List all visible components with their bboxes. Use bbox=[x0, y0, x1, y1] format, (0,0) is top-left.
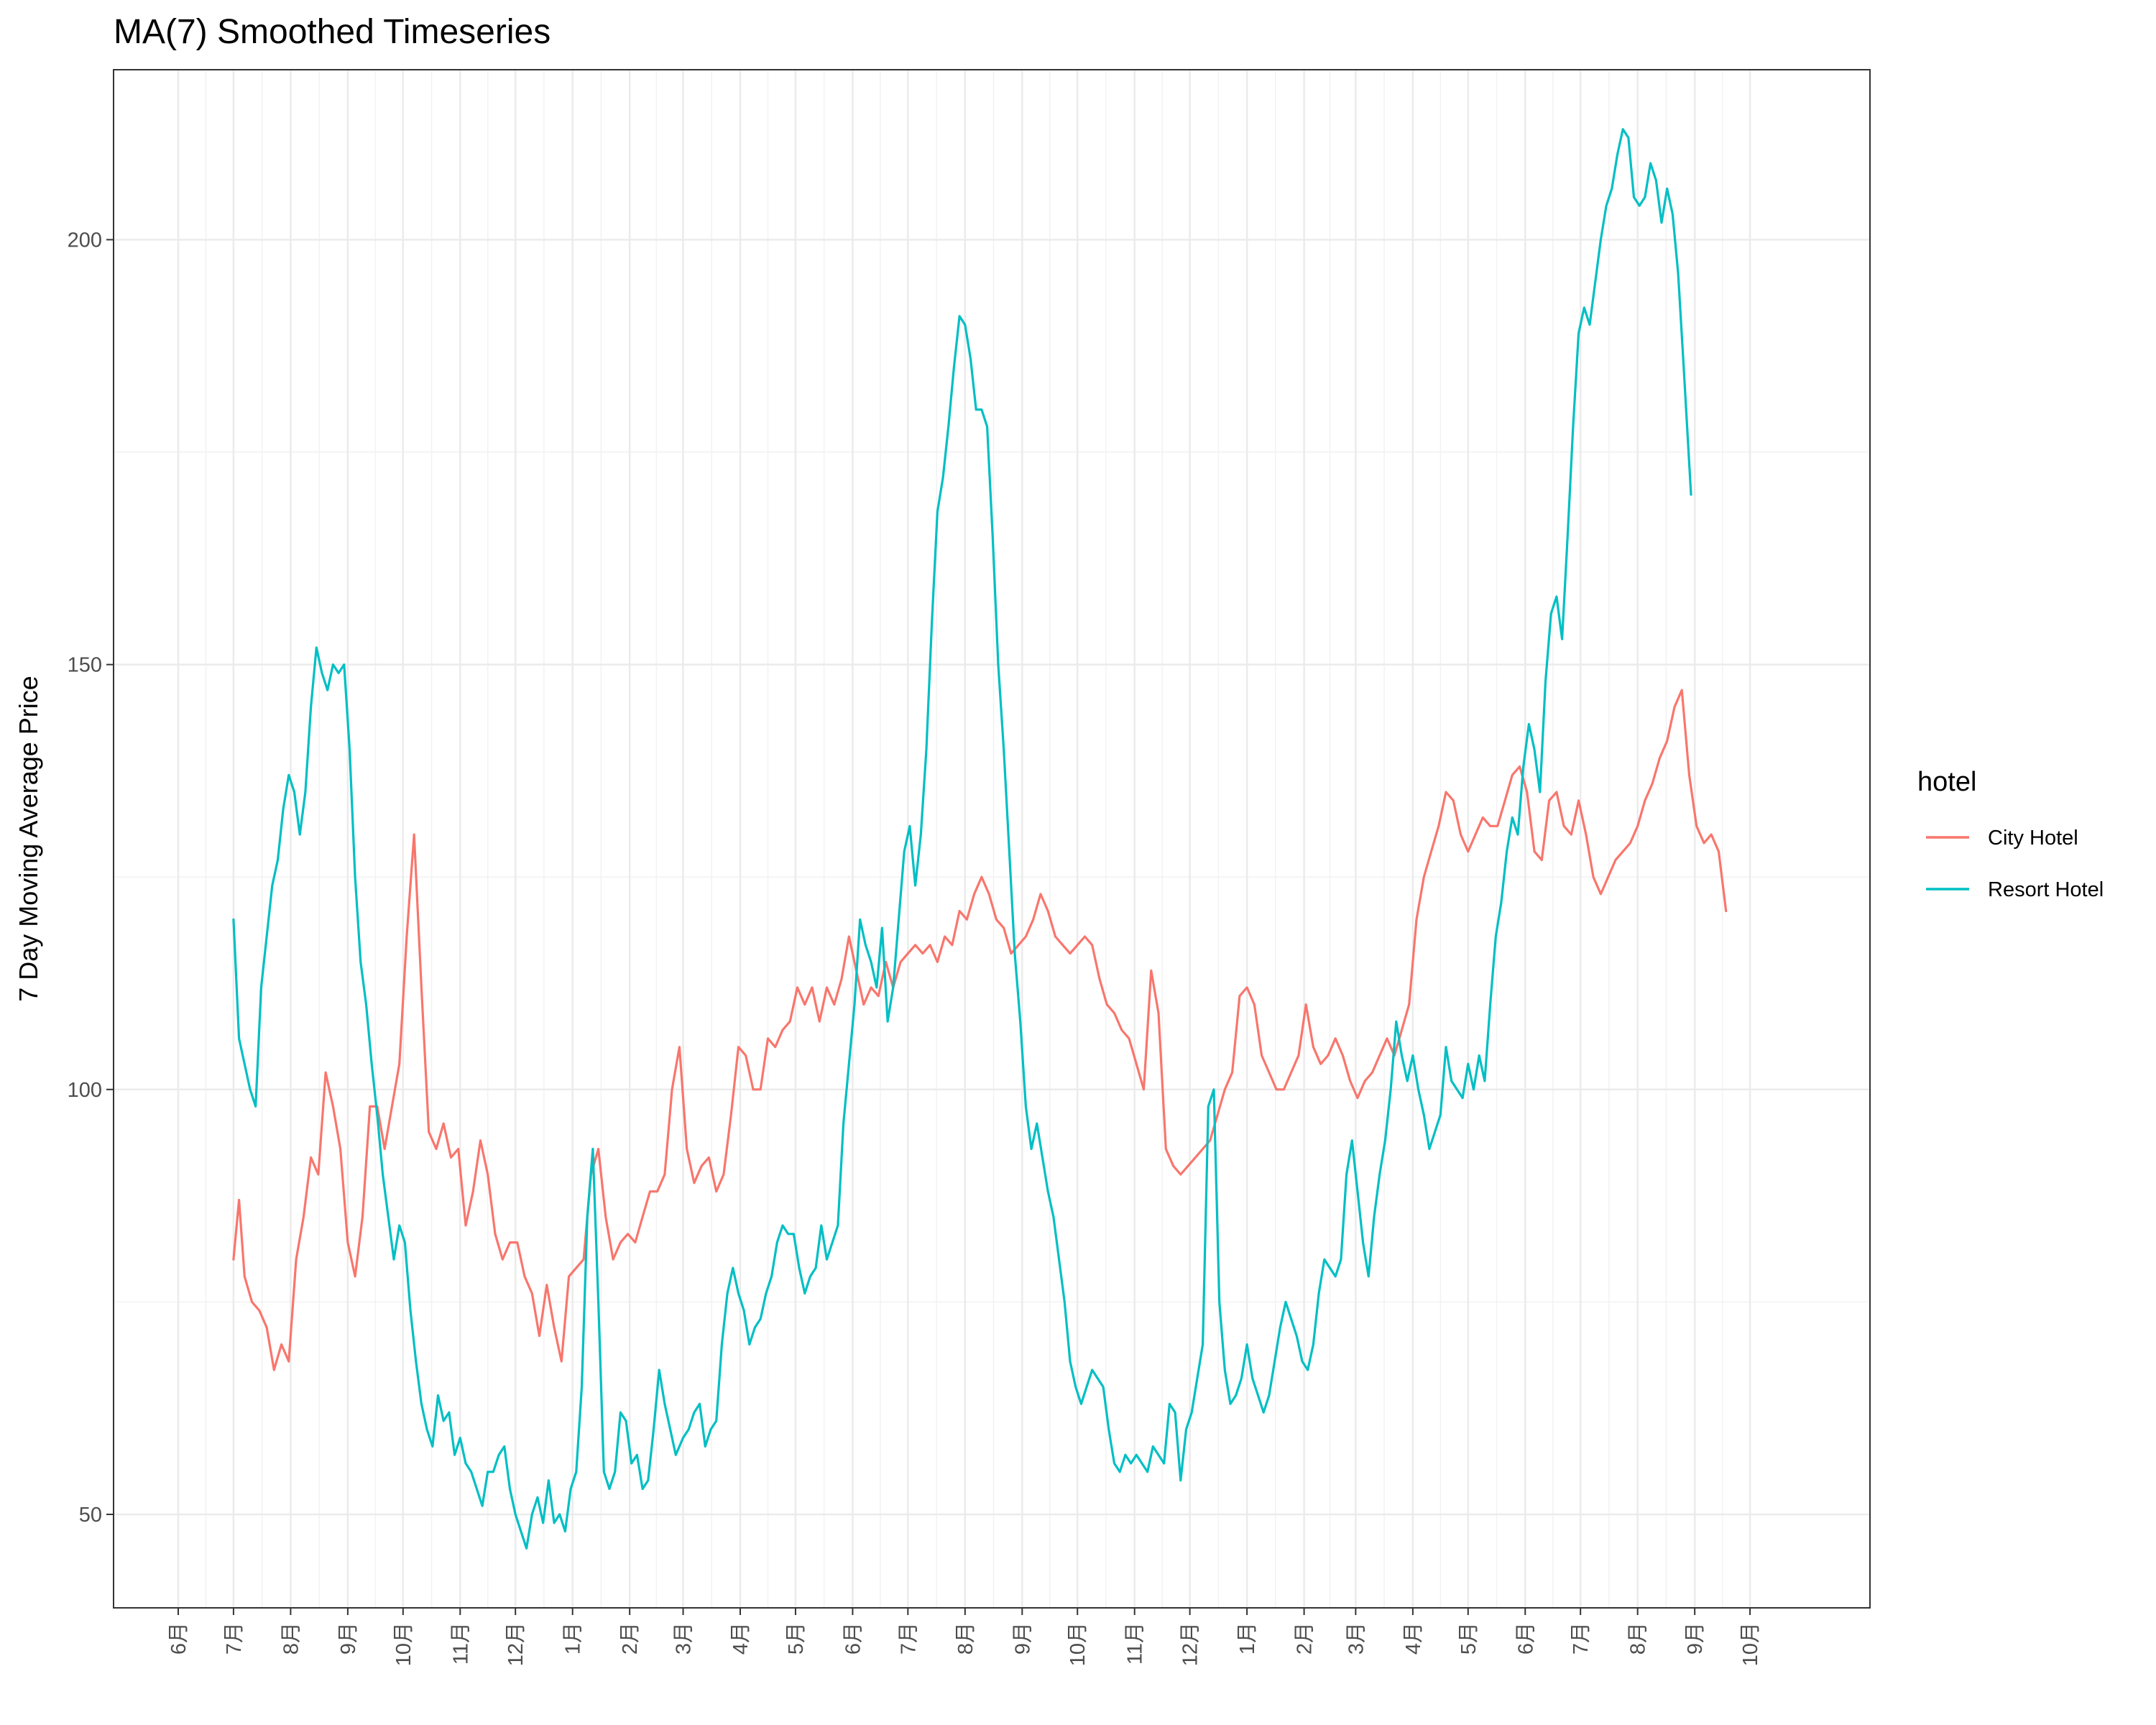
x-axis-ticks: 6月 7月 8月 9月 10月 11月 12月 1月 2月 3月 4月 5月 6月 7月 8月 9月 10月 11… bbox=[167, 1608, 1762, 1666]
y-tick-label: 200 bbox=[68, 229, 102, 252]
x-tick-label: 2月 bbox=[619, 1622, 642, 1655]
series-layer bbox=[232, 128, 1728, 1550]
x-tick-label: 4月 bbox=[729, 1622, 752, 1655]
legend-title: hotel bbox=[1917, 767, 1976, 797]
x-tick-label: 11月 bbox=[449, 1622, 472, 1665]
x-tick-label: 7月 bbox=[897, 1622, 920, 1655]
x-tick-label: 6月 bbox=[167, 1622, 190, 1655]
x-tick-label: 9月 bbox=[1684, 1622, 1707, 1655]
x-tick-label: 7月 bbox=[223, 1622, 246, 1655]
plot-border bbox=[113, 69, 1871, 1609]
x-tick-label: 5月 bbox=[1457, 1622, 1480, 1655]
x-tick-label: 5月 bbox=[785, 1622, 808, 1655]
x-tick-label: 10月 bbox=[392, 1622, 415, 1666]
legend: hotel City Hotel Resort Hotel bbox=[1917, 767, 2104, 901]
legend-label: Resort Hotel bbox=[1988, 878, 2104, 901]
x-tick-label: 2月 bbox=[1294, 1622, 1317, 1655]
x-tick-label: 9月 bbox=[1011, 1622, 1034, 1655]
x-tick-label: 8月 bbox=[954, 1622, 977, 1655]
x-tick-label: 8月 bbox=[1627, 1622, 1650, 1655]
x-tick-label: 10月 bbox=[1067, 1622, 1089, 1666]
x-tick-label: 10月 bbox=[1739, 1622, 1762, 1666]
legend-items: City Hotel Resort Hotel bbox=[1926, 827, 2104, 901]
y-tick-label: 50 bbox=[79, 1504, 102, 1527]
x-tick-label: 12月 bbox=[505, 1622, 528, 1666]
x-tick-label: 3月 bbox=[1345, 1622, 1368, 1655]
y-tick-label: 100 bbox=[68, 1079, 102, 1102]
x-tick-label: 12月 bbox=[1179, 1622, 1202, 1666]
x-tick-label: 6月 bbox=[1514, 1622, 1537, 1655]
y-axis-ticks: 50 100 150 200 bbox=[68, 229, 114, 1527]
grid-major-y bbox=[114, 239, 1870, 1516]
y-tick-label: 150 bbox=[68, 654, 102, 677]
grid-minor-y bbox=[114, 451, 1870, 1303]
plot-background bbox=[114, 70, 1870, 1608]
x-tick-label: 11月 bbox=[1124, 1622, 1147, 1665]
series-line-city-hotel bbox=[232, 689, 1728, 1371]
x-tick-label: 8月 bbox=[280, 1622, 303, 1655]
x-tick-label: 3月 bbox=[673, 1622, 696, 1655]
x-tick-label: 4月 bbox=[1402, 1622, 1425, 1655]
x-tick-label: 1月 bbox=[562, 1622, 585, 1655]
x-tick-label: 7月 bbox=[1570, 1622, 1593, 1655]
series-line-resort-hotel bbox=[232, 128, 1692, 1550]
y-axis-title: 7 Day Moving Average Price bbox=[14, 676, 43, 1002]
x-tick-label: 9月 bbox=[337, 1622, 360, 1655]
legend-label: City Hotel bbox=[1988, 827, 2078, 850]
chart-title: MA(7) Smoothed Timeseries bbox=[114, 13, 550, 51]
x-tick-label: 1月 bbox=[1236, 1622, 1259, 1655]
x-tick-label: 6月 bbox=[842, 1622, 865, 1655]
grid-minor-x bbox=[205, 70, 1723, 1608]
